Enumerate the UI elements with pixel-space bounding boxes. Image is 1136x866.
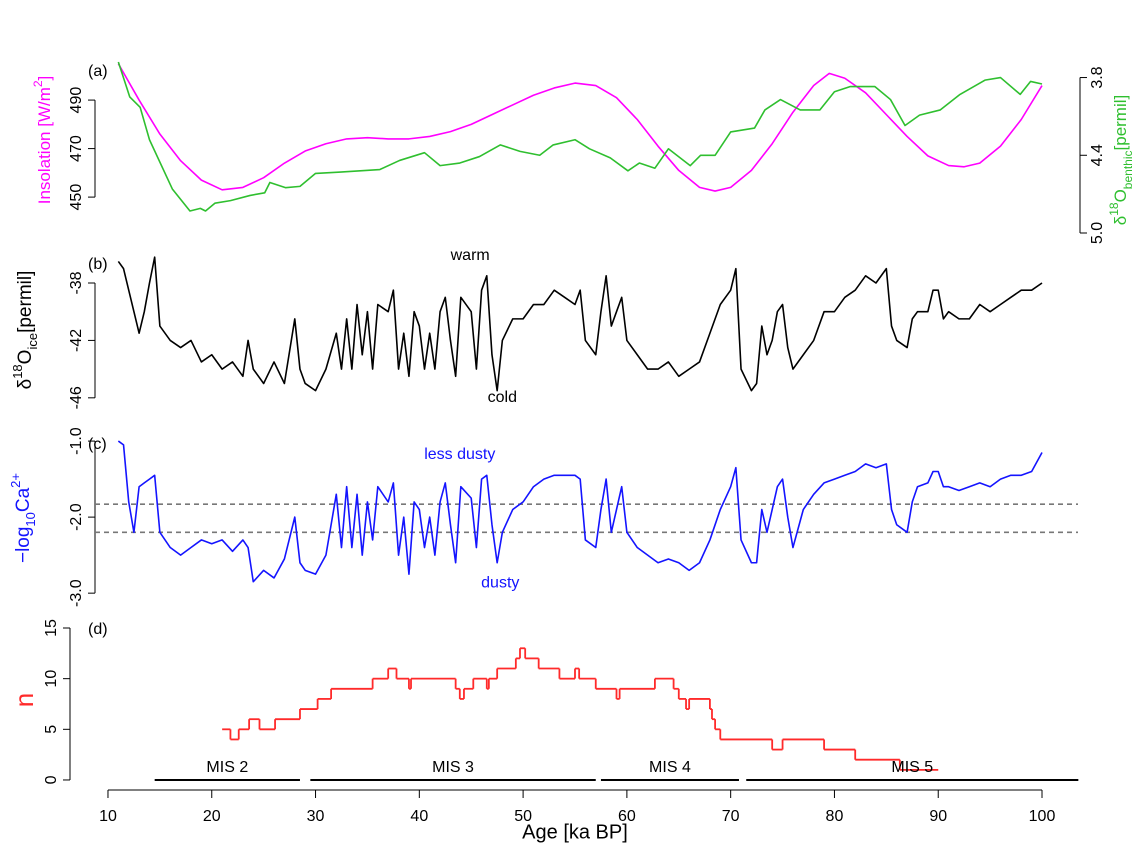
annotation: cold [488, 389, 517, 406]
x-tick-label: 50 [514, 808, 532, 825]
panel-label: (b) [88, 256, 108, 273]
axis-title-part: Ca [13, 487, 34, 512]
x-tick-label: 60 [618, 808, 636, 825]
annotation: less dusty [424, 446, 495, 463]
y-tick-label: -38 [68, 271, 85, 294]
panel-label: (d) [88, 621, 108, 638]
period-label: MIS 3 [432, 759, 474, 776]
axis-title-part: δ [15, 379, 36, 390]
y-tick-label: -2.0 [68, 503, 85, 531]
axis-title-part: ] [35, 76, 54, 81]
y2-tick-label: 5.0 [1089, 222, 1106, 244]
series-line [117, 63, 1043, 192]
x-tick-label: 10 [99, 808, 117, 825]
panel-label: (a) [88, 63, 108, 80]
axis-title: n [9, 693, 39, 707]
series-line [117, 440, 1043, 583]
y-tick-label: 490 [68, 87, 85, 114]
period-label: MIS 4 [649, 759, 691, 776]
axis-title-part: benthic [1121, 150, 1135, 189]
axis-title: Insolation [W/m2] [31, 76, 54, 205]
axis-title-part: δ [1111, 216, 1130, 225]
axis-title-part: n [9, 693, 39, 707]
y-tick-label: 0 [43, 775, 60, 784]
y-tick-label: 15 [43, 619, 60, 637]
x-tick-label: 70 [722, 808, 740, 825]
series-line [117, 256, 1043, 392]
period-label: MIS 2 [206, 759, 248, 776]
x-tick-label: 90 [929, 808, 947, 825]
axis-title-part: O [1111, 189, 1130, 202]
axis-title-part: 18 [1107, 202, 1121, 216]
y2-tick-label: 3.8 [1089, 66, 1106, 88]
y-tick-label: 5 [43, 725, 60, 734]
period-label: MIS 5 [891, 759, 933, 776]
axis-title-part: ice [25, 333, 40, 350]
x-tick-label: 30 [307, 808, 325, 825]
y-tick-label: -42 [68, 329, 85, 352]
y-tick-label: 470 [68, 135, 85, 162]
panel-label: (c) [88, 436, 107, 453]
y-tick-label: -1.0 [68, 427, 85, 455]
axis-title-part: Insolation [W/m [35, 87, 54, 204]
axis-title-part: [permil] [1111, 95, 1130, 151]
axis-title-part: 18 [10, 364, 25, 378]
axis-title-part: 2 [31, 80, 45, 87]
x-axis-title: Age [ka BP] [522, 821, 628, 843]
y2-tick-label: 4.4 [1089, 144, 1106, 166]
axis-title-part: [permil] [15, 271, 36, 333]
axis-title-part: 2+ [8, 473, 23, 488]
y-tick-label: -3.0 [68, 579, 85, 607]
axis-title-part: 10 [23, 512, 38, 526]
y-tick-label: 10 [43, 670, 60, 688]
x-tick-label: 20 [203, 808, 221, 825]
y-tick-label: 450 [68, 184, 85, 211]
y-tick-label: -46 [68, 386, 85, 409]
annotation: dusty [481, 574, 519, 591]
annotation: warm [450, 247, 490, 264]
axis-title: δ18Obenthic[permil] [1107, 95, 1135, 226]
axis-title: δ18Oice[permil] [10, 271, 40, 390]
axis-title: −log10Ca2+ [8, 473, 38, 563]
axis-title-part: −log [13, 527, 34, 563]
x-tick-label: 40 [410, 808, 428, 825]
series-line [117, 61, 1043, 212]
x-tick-label: 100 [1029, 808, 1056, 825]
x-tick-label: 80 [826, 808, 844, 825]
axis-title-part: O [15, 350, 36, 365]
